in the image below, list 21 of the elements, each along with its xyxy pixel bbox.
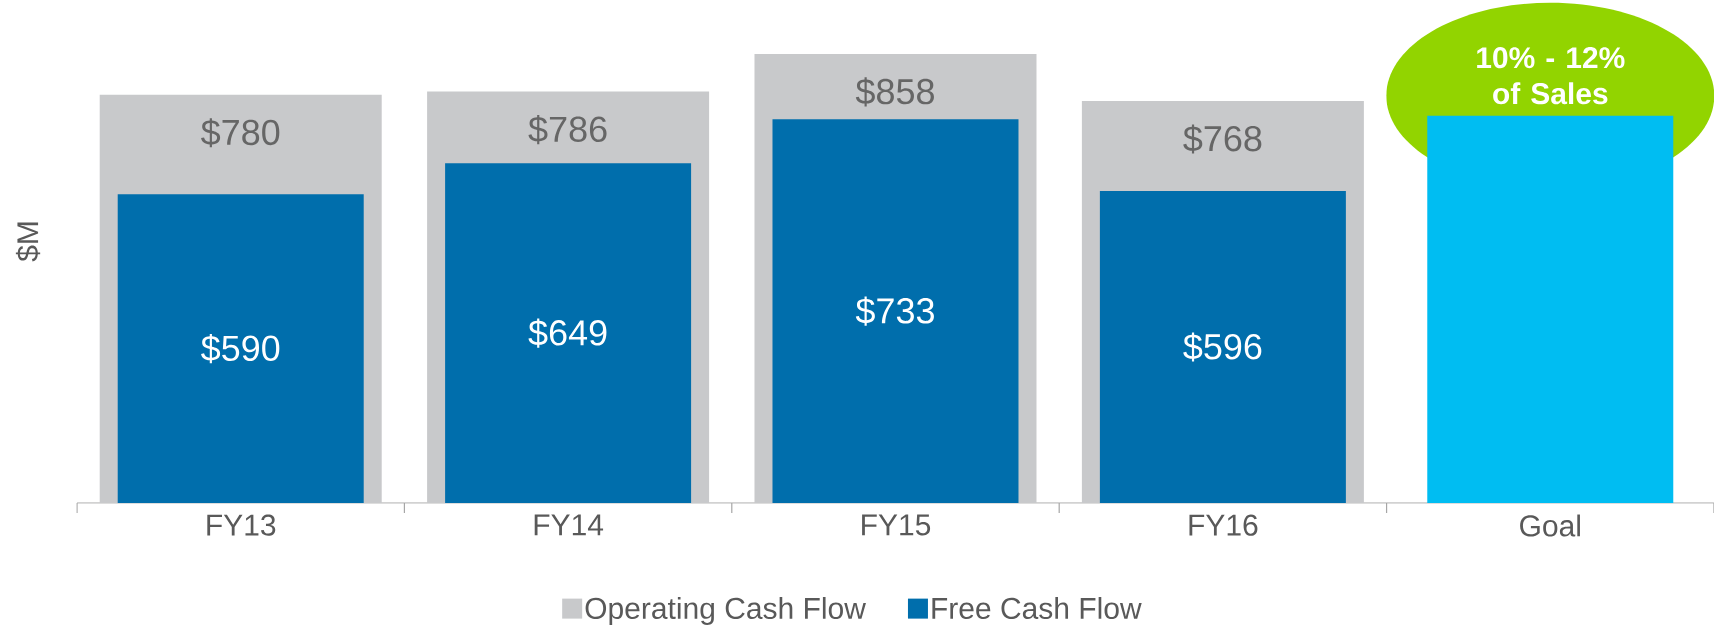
data-label: $786 bbox=[528, 115, 607, 145]
bar bbox=[1099, 191, 1346, 503]
x-tick-label: Goal bbox=[1520, 514, 1580, 537]
legend-label: Operating Cash Flow bbox=[585, 597, 866, 625]
data-label: $780 bbox=[201, 118, 280, 148]
y-axis-title: $M bbox=[15, 222, 41, 262]
data-label: $858 bbox=[855, 77, 934, 107]
bar bbox=[445, 163, 692, 503]
data-label: $649 bbox=[528, 318, 607, 348]
annotation: 10% - 12% of Sales bbox=[1477, 47, 1625, 105]
bar bbox=[772, 119, 1019, 503]
x-tick-label: FY15 bbox=[862, 514, 931, 536]
x-tick-label: FY14 bbox=[534, 514, 604, 536]
legend-label: Free Cash Flow bbox=[932, 597, 1142, 620]
x-tick-label: FY16 bbox=[1189, 514, 1258, 536]
data-label: $768 bbox=[1183, 124, 1262, 154]
data-label: $596 bbox=[1183, 332, 1262, 362]
bar bbox=[117, 194, 364, 503]
data-label: $733 bbox=[855, 296, 934, 326]
data-label: $590 bbox=[201, 334, 280, 364]
x-tick-label: FY13 bbox=[207, 514, 276, 536]
